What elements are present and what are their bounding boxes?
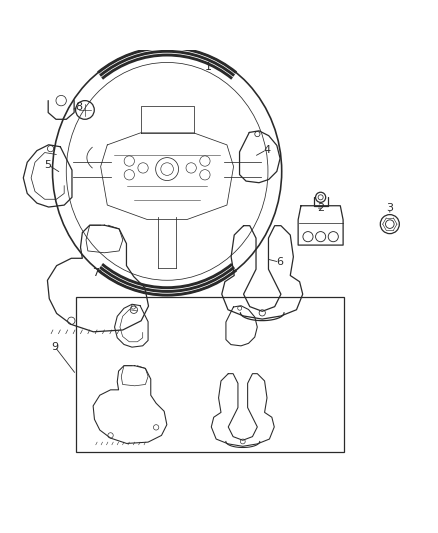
Text: 2: 2 [317, 203, 324, 213]
Text: 4: 4 [263, 145, 270, 155]
Bar [76, 297, 344, 453]
Text: 3: 3 [386, 203, 393, 213]
Text: 9: 9 [51, 342, 58, 351]
Text: 1: 1 [205, 62, 212, 72]
Text: 7: 7 [92, 268, 99, 278]
Text: 8: 8 [75, 102, 82, 112]
Text: 5: 5 [45, 160, 52, 170]
Text: 6: 6 [276, 257, 283, 267]
